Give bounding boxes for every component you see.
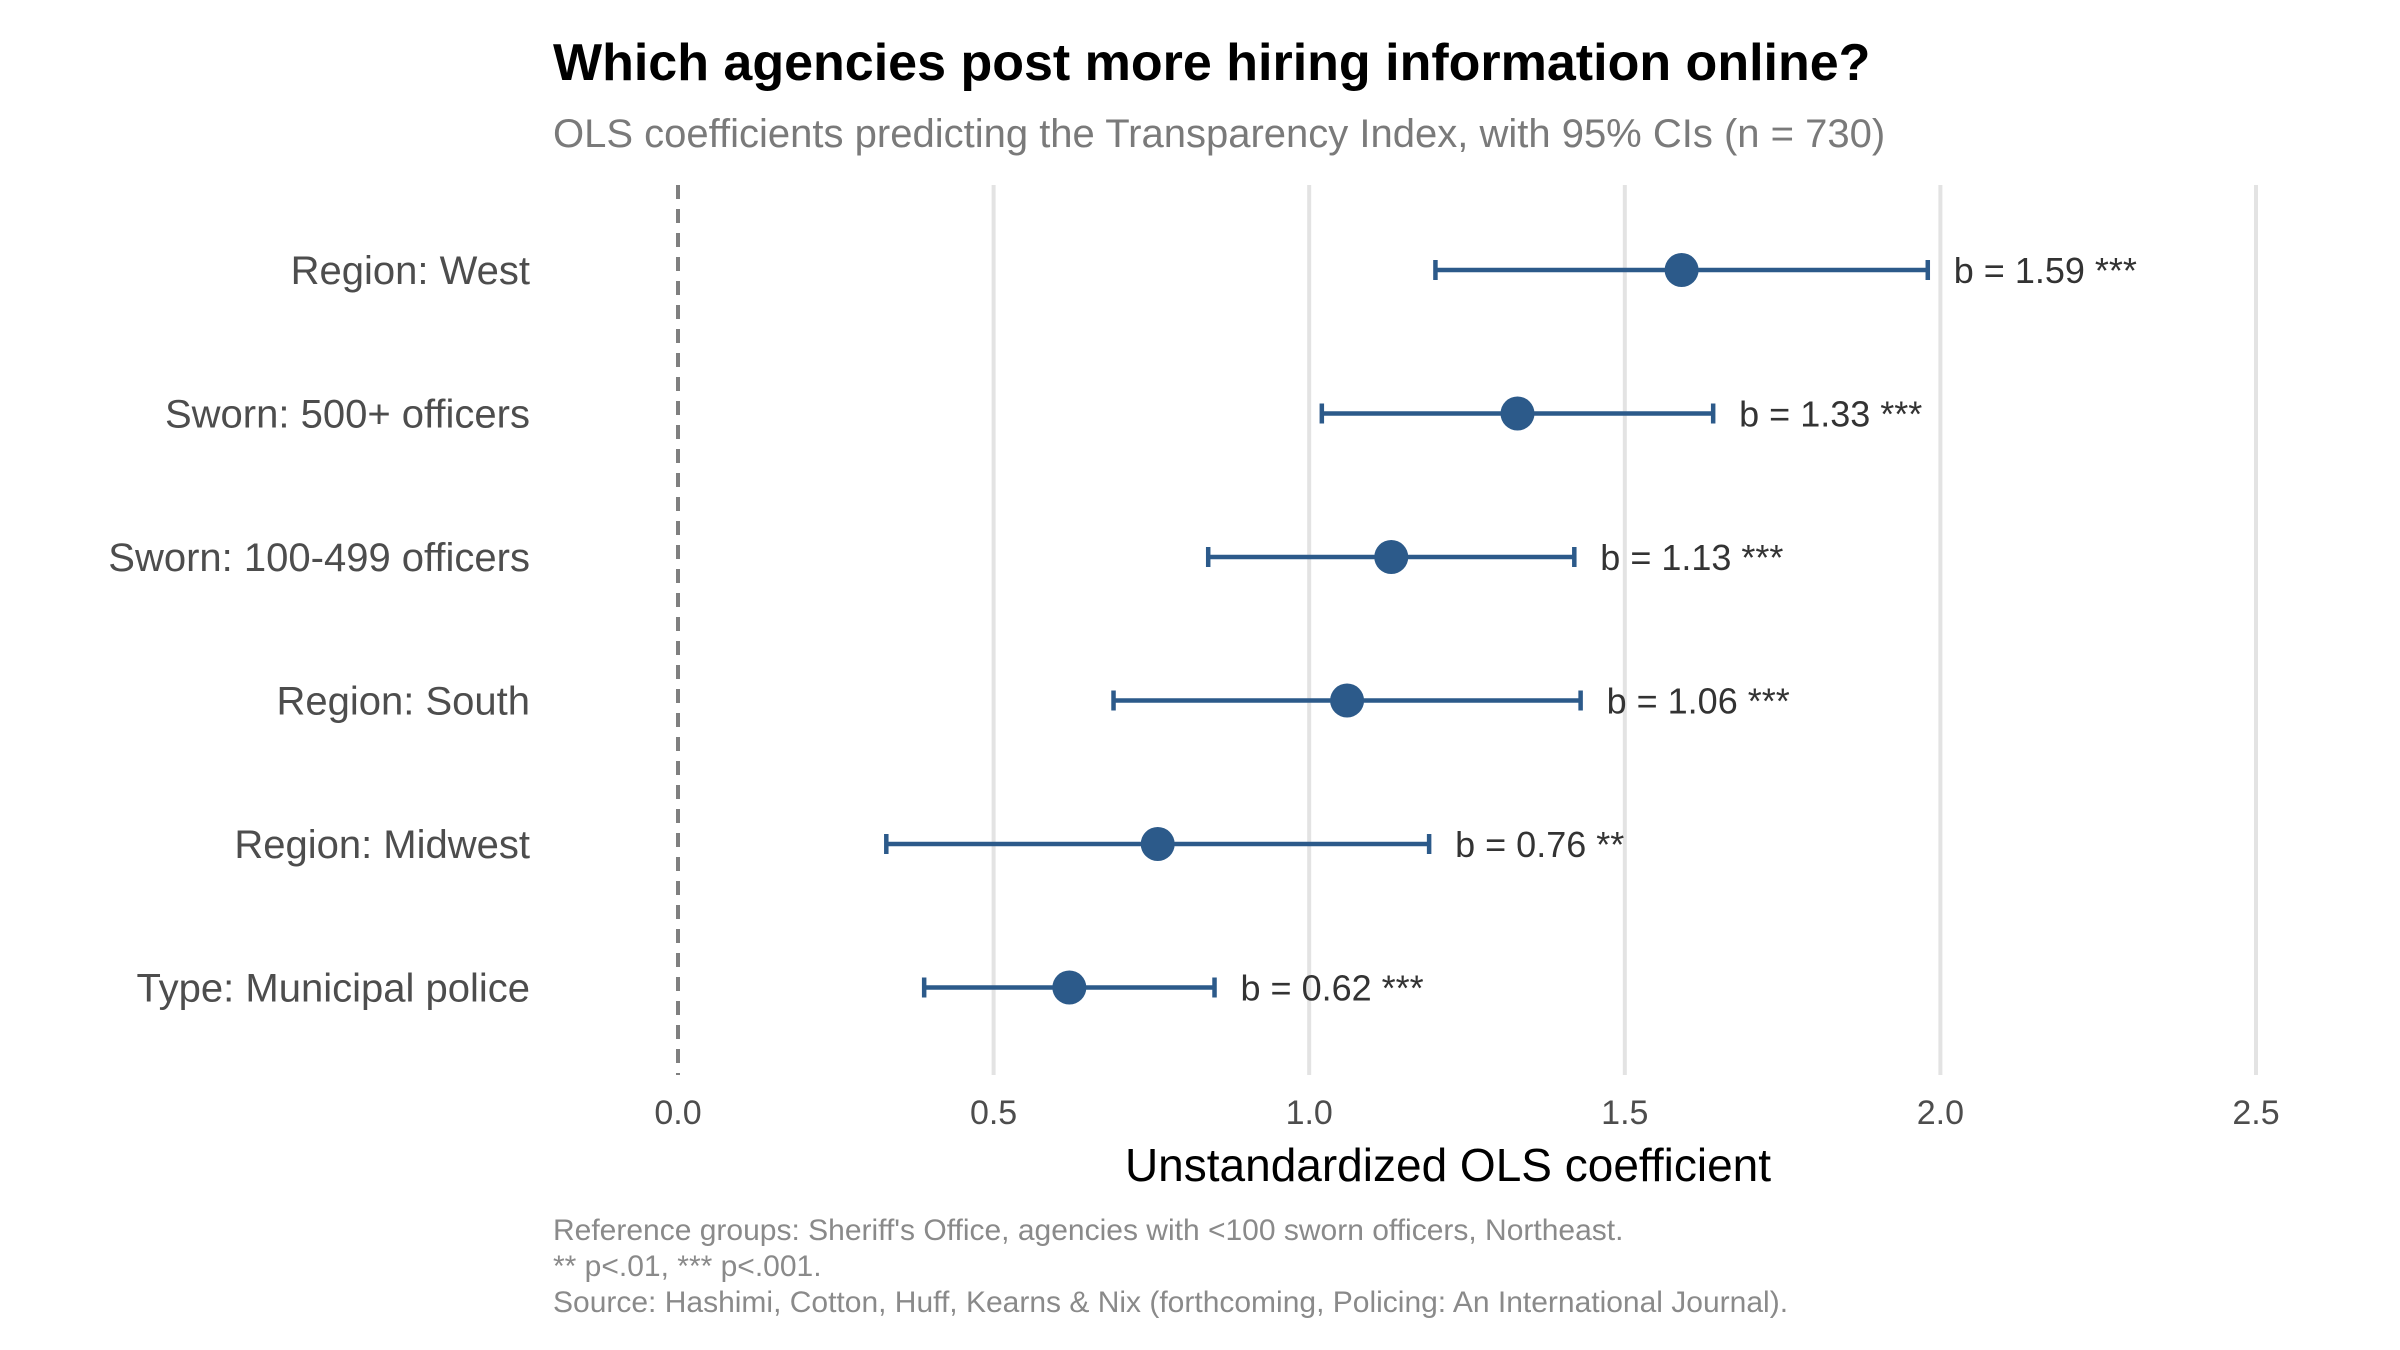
data-label: b = 0.76 ** [1455,824,1624,865]
estimate-point [1052,970,1087,1005]
data-label: b = 0.62 *** [1241,968,1424,1009]
grid-lines [991,185,2258,1075]
x-tick-label: 1.0 [1286,1094,1333,1132]
x-tick-label: 0.5 [970,1094,1017,1132]
y-tick-label: Region: West [291,249,530,293]
y-tick-label: Type: Municipal police [136,967,530,1011]
confidence-intervals [884,260,1931,998]
y-tick-label: Region: Midwest [234,823,530,867]
y-tick-label: Sworn: 100-499 officers [108,536,530,580]
x-tick-label: 2.0 [1917,1094,1964,1132]
y-tick-label: Region: South [276,680,530,724]
estimate-points [1052,253,1699,1005]
data-label: b = 1.06 *** [1607,681,1790,722]
x-axis-label: Unstandardized OLS coefficient [1125,1139,1771,1191]
caption: Reference groups: Sheriff's Office, agen… [553,1214,1788,1319]
x-tick-label: 2.5 [2232,1094,2279,1132]
estimate-point [1374,540,1409,574]
chart-subtitle: OLS coefficients predicting the Transpar… [553,112,1885,156]
x-tick-label: 0.0 [654,1094,701,1132]
estimate-point [1330,683,1365,718]
caption-line-reference: Reference groups: Sheriff's Office, agen… [553,1214,1623,1247]
x-tick-label: 1.5 [1601,1094,1648,1132]
y-axis-labels: Region: West Sworn: 500+ officers Sworn: 1… [108,249,530,1011]
estimate-point [1664,253,1699,287]
y-tick-label: Sworn: 500+ officers [165,393,530,437]
caption-line-source: Source: Hashimi, Cotton, Huff, Kearns & … [553,1286,1788,1319]
caption-line-significance: ** p<.01, *** p<.001. [553,1250,822,1283]
data-label: b = 1.13 *** [1600,537,1783,578]
estimate-point [1500,396,1535,431]
x-axis-ticks: 0.0 0.5 1.0 1.5 2.0 2.5 [654,1094,2279,1132]
data-labels: b = 1.59 *** b = 1.33 *** b = 1.13 *** b = … [1241,250,2137,1009]
chart-title: Which agencies post more hiring informat… [553,34,1870,92]
data-label: b = 1.33 *** [1739,394,1922,435]
estimate-point [1140,827,1175,861]
data-label: b = 1.59 *** [1954,250,2137,291]
